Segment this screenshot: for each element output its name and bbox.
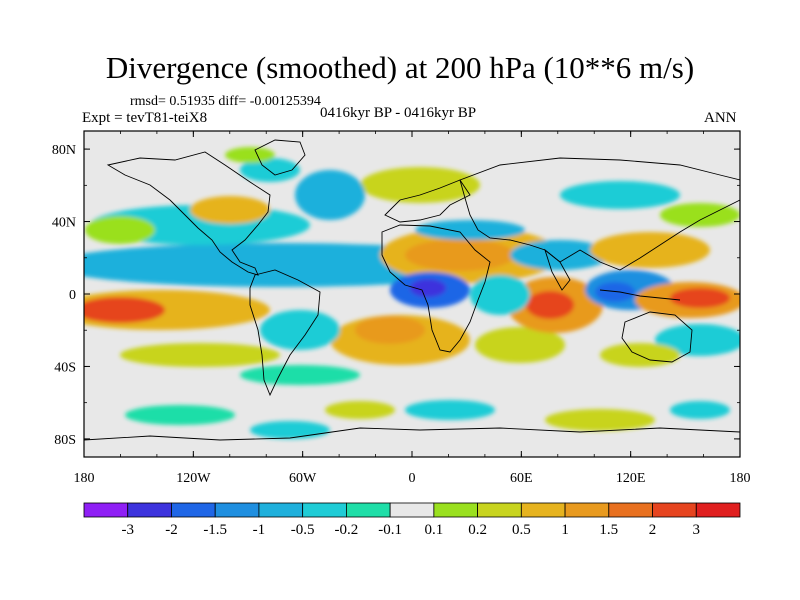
colorbar-label: -3 xyxy=(121,522,134,538)
field-blob xyxy=(190,196,270,224)
colorbar-label: -0.1 xyxy=(378,522,402,538)
field-blob xyxy=(595,282,635,302)
field-blob xyxy=(526,291,574,319)
colorbar-swatch xyxy=(695,502,741,518)
coastlines xyxy=(84,139,740,441)
colorbar-swatch xyxy=(258,502,304,518)
field-blob xyxy=(560,181,680,209)
colorbar-swatch xyxy=(345,502,391,518)
field-blob xyxy=(475,327,565,363)
field-blob xyxy=(84,297,165,323)
field-blob xyxy=(590,232,710,268)
colorbar-label: -2 xyxy=(165,522,178,538)
divergence-field xyxy=(84,147,740,439)
coast-greenland xyxy=(254,139,306,176)
colorbar-swatch xyxy=(564,502,610,518)
lat-tick-label: 40S xyxy=(54,360,76,375)
coast-indonesia xyxy=(599,289,681,301)
lat-tick-label: 40N xyxy=(52,216,76,231)
page-title: Divergence (smoothed) at 200 hPa (10**6 … xyxy=(105,50,695,85)
field-blob xyxy=(240,158,300,182)
colorbar-label: 1 xyxy=(561,522,569,538)
field-blob xyxy=(240,365,360,385)
field-blob xyxy=(250,421,330,439)
field-blob xyxy=(225,147,275,163)
lon-tick-label: 0 xyxy=(409,471,416,486)
field-blob xyxy=(355,316,425,344)
colorbar-label: -1.5 xyxy=(203,522,227,538)
coast-europe xyxy=(384,179,471,223)
lon-tick-label: 60E xyxy=(510,471,533,486)
experiment-label: Expt = tevT81-teiX8 xyxy=(82,110,208,126)
coast-antarctica xyxy=(84,427,740,441)
colorbar-label: 0.5 xyxy=(512,522,531,538)
field-blob xyxy=(660,203,740,227)
colorbar: -3 -2 -1.5 -1 -0.5 -0.2 -0.1 0.1 0.2 0.5 1 1.5 2 3 xyxy=(83,502,741,538)
field-blob xyxy=(655,324,740,356)
field-blob xyxy=(510,240,610,270)
latitude-axis: 80N 40N 0 40S 80S xyxy=(52,143,740,448)
colorbar-swatch xyxy=(652,502,697,518)
colorbar-swatch xyxy=(127,502,172,518)
field-blob xyxy=(260,310,340,350)
colorbar-label: 3 xyxy=(693,522,701,538)
longitude-axis: 180 120W 60W 0 60E 120E 180 xyxy=(74,131,751,486)
lat-tick-label: 0 xyxy=(69,288,76,303)
colorbar-label: 0.1 xyxy=(424,522,443,538)
period-label: 0416kyr BP - 0416kyr BP xyxy=(320,105,477,121)
coast-north-america xyxy=(106,151,271,276)
field-blob xyxy=(600,343,680,367)
field-blob xyxy=(85,216,155,244)
colorbar-label: 2 xyxy=(649,522,657,538)
colorbar-swatch xyxy=(83,502,129,518)
field-blob xyxy=(405,400,495,420)
coast-india xyxy=(544,248,571,291)
field-blob xyxy=(360,167,480,203)
colorbar-label: 1.5 xyxy=(599,522,618,538)
colorbar-swatch xyxy=(477,502,522,518)
colorbar-label: -0.5 xyxy=(291,522,315,538)
lon-tick-label: 120E xyxy=(616,471,646,486)
coast-australia xyxy=(621,311,693,363)
field-blob xyxy=(325,401,395,419)
coast-asia xyxy=(459,157,740,271)
field-blob xyxy=(410,279,446,297)
colorbar-swatch xyxy=(433,502,479,518)
field-blob xyxy=(470,275,530,315)
colorbar-swatch xyxy=(214,502,260,518)
lon-tick-label: 120W xyxy=(176,471,211,486)
stats-text: rmsd= 0.51935 diff= -0.00125394 xyxy=(130,94,321,109)
season-label: ANN xyxy=(704,110,737,126)
lat-tick-label: 80S xyxy=(54,433,76,448)
colorbar-swatch xyxy=(171,502,216,518)
field-blob xyxy=(670,401,730,419)
field-blob xyxy=(415,220,525,240)
lon-tick-label: 180 xyxy=(74,471,95,486)
field-blob xyxy=(120,343,280,367)
coast-africa xyxy=(381,224,491,353)
colorbar-label: -1 xyxy=(253,522,266,538)
colorbar-label: 0.2 xyxy=(468,522,487,538)
colorbar-swatch xyxy=(389,502,435,518)
colorbar-swatch xyxy=(520,502,566,518)
lon-tick-label: 180 xyxy=(730,471,751,486)
lon-tick-label: 60W xyxy=(289,471,317,486)
field-blob xyxy=(545,409,655,431)
field-blob xyxy=(670,288,730,308)
field-blob xyxy=(125,405,235,425)
field-blob xyxy=(295,170,365,220)
field-blob xyxy=(405,239,515,271)
lat-tick-label: 80N xyxy=(52,143,76,158)
coast-south-america xyxy=(249,269,321,397)
colorbar-label: -0.2 xyxy=(335,522,359,538)
colorbar-swatch xyxy=(302,502,347,518)
colorbar-swatch xyxy=(608,502,653,518)
